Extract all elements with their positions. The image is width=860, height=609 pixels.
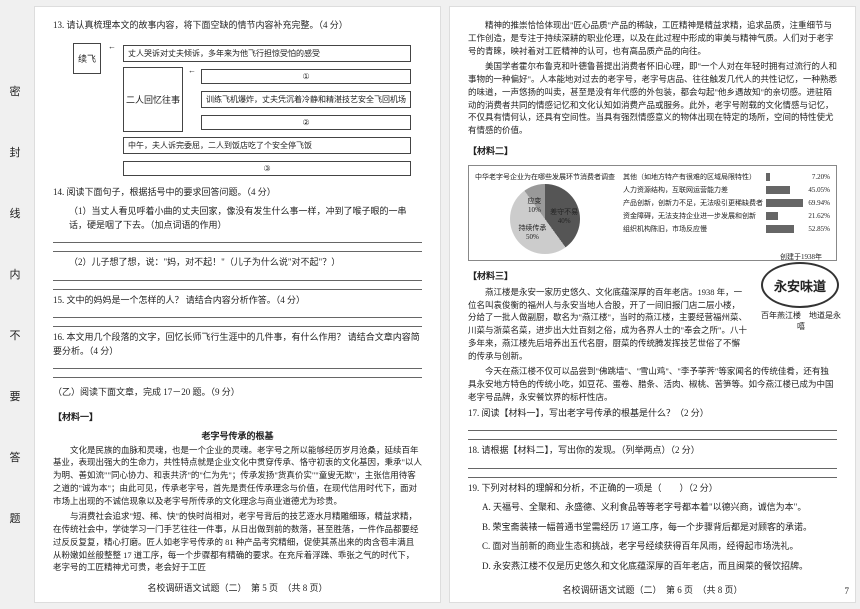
bar-track (766, 173, 807, 181)
q19-prompt: 19. 下列对材料的理解和分析，不正确的一项是（ ）（2 分） (468, 482, 837, 496)
survey-chart: 中华老字号企业为在哪些发展环节消费者调查 差守不易 40%持续传承 50% 应变 … (468, 165, 837, 261)
bar-fill (766, 225, 794, 233)
bar-row: 资金障碍，无法支持企业进一步发展和创新 21.62% (623, 211, 830, 221)
bar-label: 人力资源结构，互联网运营能力差 (623, 185, 763, 195)
flow-blank: ② (201, 115, 411, 130)
page-6: 精神的推崇恰恰体现出"匠心品质"产品的稀缺，工匠精神是精益求精，追求品质，注重细… (449, 6, 856, 603)
bar-value: 7.20% (812, 173, 830, 181)
q19-opt: A. 天福号、全聚和、永盛德、义利食品等等老字号都本着"以德兴商，诚信为本"。 (468, 501, 837, 515)
page-footer: 名校调研语文试题（二） 第 5 页 （共 8 页） (53, 577, 422, 594)
flow-brace: ← (107, 43, 117, 51)
m1-para: 与消费社会追求"短、稀、快"的快时尚相对，老字号背后的技艺逐水月精雕细琢，精益求… (53, 510, 422, 574)
bar-value: 52.85% (808, 225, 830, 233)
bar-fill (766, 212, 778, 220)
q19-opt: C. 面对当前新的商业生态和挑战，老字号经续获得百年风雨，经得起市场洗礼。 (468, 540, 837, 554)
answer-line (53, 251, 422, 252)
sheet-number: 7 (845, 586, 850, 596)
bar-fill (766, 173, 770, 181)
stamp-sub: 百年燕江楼 地道是永嘻 (761, 310, 841, 332)
q17-prompt: 17. 阅读【材料一】，写出老字号传承的根基是什么？（2 分） (468, 407, 837, 421)
flow-box: 中午，夫人诉完委屈，二人到饭店吃了个安全停飞饭 (123, 137, 411, 154)
m1-para: 文化是民族的血脉和灵魂，也是一个企业的灵魂。老字号之所以能够经历岁月沧桑，延续百… (53, 444, 422, 508)
stamp-main: 永安味道 (761, 262, 839, 308)
q18-prompt: 18. 请根据【材料二】，写出你的发现。（列举两点）（2 分） (468, 444, 837, 458)
binding-sidebar: 密 封 线 内 不 要 答 题 (0, 0, 30, 609)
bar-fill (766, 186, 790, 194)
answer-line (53, 242, 422, 243)
answer-line (468, 468, 837, 469)
answer-line (53, 317, 422, 318)
bar-value: 69.94% (808, 199, 830, 207)
bar-track (766, 186, 803, 194)
bar-track (766, 212, 803, 220)
answer-line (53, 289, 422, 290)
m3-para: 今天在燕江楼不仅可以品尝到"佛跳墙"、"雪山鸡"、"李予荸荠"等家闻名的传统佳肴… (468, 365, 837, 403)
q19-opt: D. 永安燕江楼不仅是历史悠久和文化底蕴深厚的百年老店，而且闽菜的餐饮招牌。 (468, 560, 837, 574)
answer-line (53, 377, 422, 378)
bar-label: 资金障碍，无法支持企业进一步发展和创新 (623, 211, 763, 221)
side-char: 要 (10, 388, 21, 404)
side-char: 题 (10, 510, 21, 526)
pie-segment-label: 应变 10% (527, 196, 541, 214)
answer-line (53, 368, 422, 369)
flow-root: 续飞 (73, 43, 101, 74)
page-footer: 名校调研语文试题（二） 第 6 页 （共 8 页） (468, 579, 837, 596)
flow-blank: ① (201, 69, 411, 84)
bar-row: 其他（如地方特产有很难的区域局限特性） 7.20% (623, 172, 830, 182)
q13-prompt: 13. 请认真梳理本文的故事内容，将下面空缺的情节内容补充完整。（4 分） (53, 19, 422, 33)
top-para: 精神的推崇恰恰体现出"匠心品质"产品的稀缺，工匠精神是精益求精，追求品质，注重细… (468, 19, 837, 57)
flow-box: 训练飞机爆炸，丈夫凭沉着冷静和精湛技艺安全飞回机场 (201, 91, 411, 108)
pie-chart: 差守不易 40%持续传承 50% 应变 10% (510, 184, 580, 254)
flow-brace: ← (187, 67, 197, 132)
pie-segment-label: 持续传承 50% (518, 223, 546, 241)
answer-line (53, 326, 422, 327)
bar-value: 45.05% (808, 186, 830, 194)
top-para: 美国学者霍尔布鲁克和叶德鲁普提出消费者怀旧心理，即"一个人对在年轻时拥有过流行的… (468, 60, 837, 137)
passage-title: 老字号传承的根基 (53, 429, 422, 442)
page-5: 13. 请认真梳理本文的故事内容，将下面空缺的情节内容补充完整。（4 分） 续飞… (34, 6, 441, 603)
bar-track (766, 199, 803, 207)
side-char: 线 (10, 205, 21, 221)
side-char: 不 (10, 327, 21, 343)
bar-fill (766, 199, 803, 207)
q14-prompt: 14. 阅读下面句子，根据括号中的要求回答问题。（4 分） (53, 186, 422, 200)
answer-line (53, 280, 422, 281)
flow-blank: ③ (123, 161, 411, 176)
q13-flowchart: 续飞 ← 丈人哭诉对丈夫倾诉，多年来为他飞行担惊受怕的感受 二人回忆往事 ← ①… (73, 43, 422, 178)
side-char: 答 (10, 449, 21, 465)
bar-label: 产品创新，创新力不足，无法吸引更稀缺费者 (623, 198, 763, 208)
section-b-label: （乙）阅读下面文章，完成 17－20 题。（9 分） (53, 386, 422, 400)
bar-value: 21.62% (808, 212, 830, 220)
answer-line (468, 477, 837, 478)
q16-prompt: 16. 本文用几个段落的文字，回忆长师飞行生涯中的几件事，有什么作用？ 请结合文… (53, 331, 422, 358)
q14-sub1: （1）当丈人看见呼着小曲的丈夫回家，像没有发生什么事一样，冲到了喉子眼的一串话，… (53, 205, 422, 232)
pie-segment-label: 差守不易 40% (550, 207, 578, 225)
bar-row: 人力资源结构，互联网运营能力差 45.05% (623, 185, 830, 195)
bar-label: 组织机构陈旧，市场反应慢 (623, 224, 763, 234)
material-2-title: 【材料二】 (468, 144, 837, 157)
stamp-year: 创建于1938年 (761, 252, 841, 262)
answer-line (468, 439, 837, 440)
q15-prompt: 15. 文中的妈妈是一个怎样的人？ 请结合内容分析作答。（4 分） (53, 294, 422, 308)
side-char: 密 (10, 83, 21, 99)
material-1-title: 【材料一】 (53, 410, 422, 423)
side-char: 封 (10, 144, 21, 160)
chart-title: 中华老字号企业为在哪些发展环节消费者调查 (475, 172, 615, 182)
q14-sub2: （2）儿子想了想，说："妈，对不起！"（儿子为什么说"对不起"？） (53, 256, 422, 270)
flow-box: 丈人哭诉对丈夫倾诉，多年来为他飞行担惊受怕的感受 (123, 45, 411, 62)
bar-row: 产品创新，创新力不足，无法吸引更稀缺费者 69.94% (623, 198, 830, 208)
bar-label: 其他（如地方特产有很难的区域局限特性） (623, 172, 763, 182)
bar-chart: 其他（如地方特产有很难的区域局限特性） 7.20% 人力资源结构，互联网运营能力差 4… (623, 172, 830, 254)
answer-line (468, 430, 837, 431)
brand-stamp: 创建于1938年 永安味道 百年燕江楼 地道是永嘻 (761, 252, 841, 332)
q19-opt: B. 荣宝斋装裱一幅普通书堂需经历 17 道工序，每一个步骤背后都是对顾客的承诺… (468, 521, 837, 535)
side-char: 内 (10, 266, 21, 282)
bar-track (766, 225, 803, 233)
bar-row: 组织机构陈旧，市场反应慢 52.85% (623, 224, 830, 234)
flow-mid: 二人回忆往事 (123, 67, 183, 132)
